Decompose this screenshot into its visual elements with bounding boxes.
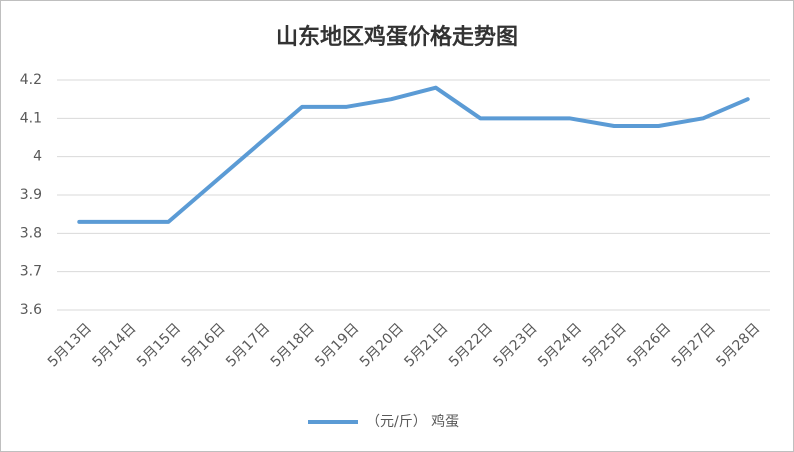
y-tick-label: 3.9	[20, 187, 42, 203]
y-tick-label: 4	[33, 149, 42, 165]
y-tick-label: 3.8	[20, 225, 42, 241]
y-tick-label: 3.7	[20, 264, 42, 280]
data-line	[77, 85, 750, 224]
legend-label: （元/斤） 鸡蛋	[366, 413, 459, 430]
y-tick-label: 3.6	[20, 302, 42, 318]
chart-title: 山东地区鸡蛋价格走势图	[276, 24, 518, 50]
y-tick-label: 4.1	[20, 110, 42, 126]
y-tick-label: 4.2	[20, 72, 42, 88]
